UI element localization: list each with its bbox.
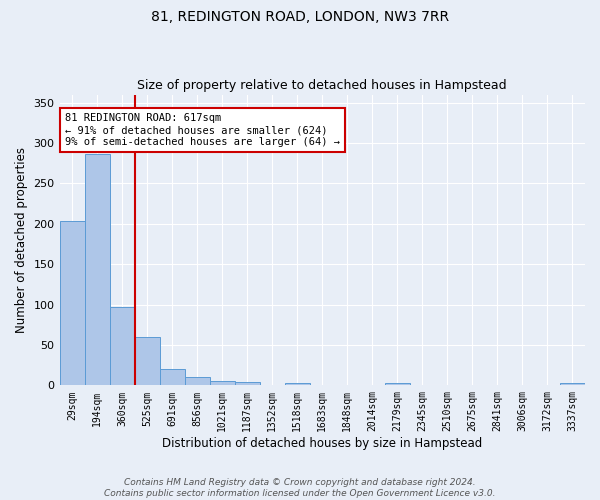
Bar <box>85 154 110 386</box>
Bar <box>59 222 85 386</box>
Bar <box>285 383 310 386</box>
Bar <box>160 370 185 386</box>
Bar <box>134 337 160 386</box>
X-axis label: Distribution of detached houses by size in Hampstead: Distribution of detached houses by size … <box>162 437 482 450</box>
Bar <box>560 383 585 386</box>
Bar <box>185 376 209 386</box>
Y-axis label: Number of detached properties: Number of detached properties <box>15 147 28 333</box>
Text: Contains HM Land Registry data © Crown copyright and database right 2024.
Contai: Contains HM Land Registry data © Crown c… <box>104 478 496 498</box>
Text: 81 REDINGTON ROAD: 617sqm
← 91% of detached houses are smaller (624)
9% of semi-: 81 REDINGTON ROAD: 617sqm ← 91% of detac… <box>65 114 340 146</box>
Bar <box>209 382 235 386</box>
Bar <box>110 307 134 386</box>
Text: 81, REDINGTON ROAD, LONDON, NW3 7RR: 81, REDINGTON ROAD, LONDON, NW3 7RR <box>151 10 449 24</box>
Title: Size of property relative to detached houses in Hampstead: Size of property relative to detached ho… <box>137 79 507 92</box>
Bar <box>235 382 260 386</box>
Bar <box>385 383 410 386</box>
